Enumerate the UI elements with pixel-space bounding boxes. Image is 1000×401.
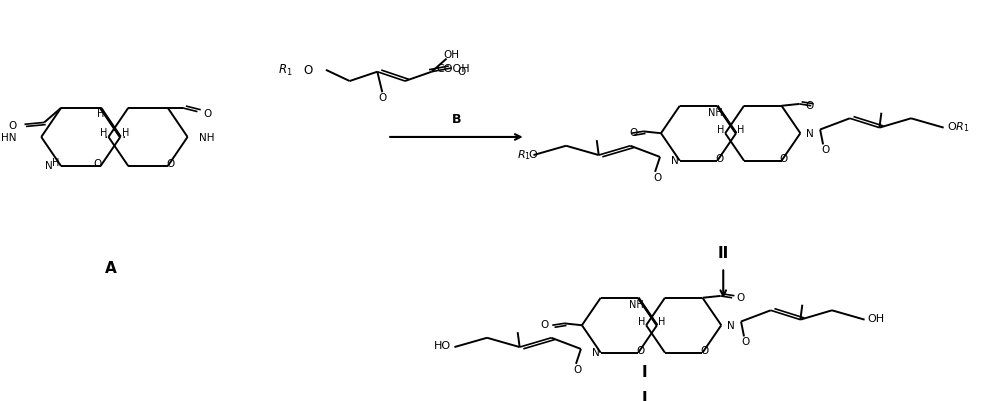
Text: O: O xyxy=(8,121,17,131)
Text: $R_1$: $R_1$ xyxy=(517,148,531,162)
Text: I: I xyxy=(641,391,647,401)
Text: O: O xyxy=(736,292,744,302)
Text: O: O xyxy=(779,153,788,163)
Text: A: A xyxy=(105,260,116,275)
Text: O: O xyxy=(636,345,644,355)
Text: H: H xyxy=(52,157,60,167)
Text: O: O xyxy=(715,153,723,163)
Text: H: H xyxy=(717,124,724,134)
Text: O: O xyxy=(540,319,548,329)
Text: O: O xyxy=(574,364,582,374)
Text: O: O xyxy=(805,100,813,110)
Text: O: O xyxy=(529,150,537,160)
Text: O: O xyxy=(700,345,709,355)
Text: H: H xyxy=(100,128,107,138)
Text: N: N xyxy=(45,161,53,171)
Text: H: H xyxy=(122,128,129,138)
Text: N: N xyxy=(671,155,679,165)
Text: II: II xyxy=(718,245,729,260)
Text: NH: NH xyxy=(708,108,723,118)
Text: O: O xyxy=(821,145,829,155)
Text: N: N xyxy=(806,129,814,139)
Text: H: H xyxy=(737,124,745,134)
Text: H: H xyxy=(97,109,104,119)
Text: I: I xyxy=(641,365,647,379)
Text: O: O xyxy=(378,93,386,103)
Text: O: O xyxy=(203,109,211,119)
Text: H: H xyxy=(638,316,645,326)
Text: O$R_1$: O$R_1$ xyxy=(947,119,969,133)
Text: O: O xyxy=(653,172,661,182)
Text: ·: · xyxy=(103,131,108,145)
Text: N: N xyxy=(727,320,735,330)
Text: OH: OH xyxy=(443,50,459,60)
Text: HN: HN xyxy=(1,133,17,143)
Text: NH: NH xyxy=(199,133,215,143)
Text: O: O xyxy=(303,64,312,77)
Text: HO: HO xyxy=(434,340,451,350)
Text: O: O xyxy=(742,336,750,346)
Text: OH: OH xyxy=(868,313,885,323)
Text: H: H xyxy=(658,316,666,326)
Text: B: B xyxy=(452,113,461,126)
Text: ·: · xyxy=(121,131,125,145)
Text: NH: NH xyxy=(629,300,644,310)
Text: N: N xyxy=(592,347,600,356)
Text: O: O xyxy=(167,159,175,168)
Text: COOH: COOH xyxy=(437,64,470,74)
Text: O: O xyxy=(93,159,102,168)
Text: O: O xyxy=(629,128,637,138)
Text: O: O xyxy=(457,67,465,77)
Text: $R_1$: $R_1$ xyxy=(278,63,293,78)
